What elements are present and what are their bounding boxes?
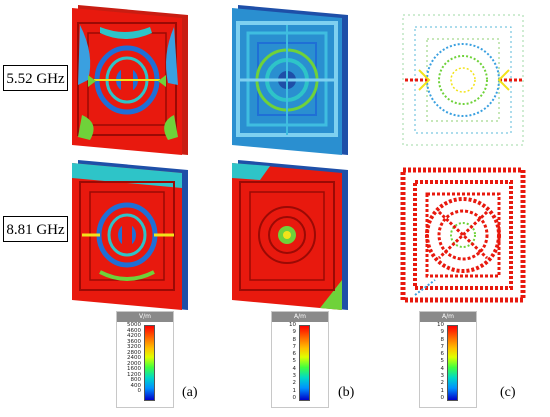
legend-tick: 8 [292,336,297,343]
legend-unit-a: V/m [117,312,173,322]
legend-tick: 0 [440,394,445,401]
legend-tick: 5 [292,358,297,365]
legend-tick: 5000 [127,322,141,328]
panel-a-row2 [70,160,200,310]
legend-tick: 1600 [127,366,141,372]
legend-tick: 7 [440,343,445,350]
legend-tick: 3 [440,373,445,380]
legend-tick: 2 [292,380,297,387]
legend-ticks-b: 10 9 8 7 6 5 4 3 2 1 0 [280,322,297,404]
surface-current-map-5-52 [232,5,348,155]
current-vector-map-8-81 [400,167,526,303]
legend-tick: 1 [440,387,445,394]
legend-tick: 3600 [127,338,141,345]
legend-tick: 9 [292,329,297,336]
legend-tick: 2400 [127,355,141,361]
legend-tick: 10 [289,322,296,328]
legend-tick: 4 [440,365,445,372]
legend-tick: 10 [437,322,444,328]
panel-c-row2 [395,160,535,310]
legend-tick: 8 [440,336,445,343]
color-legend-b: A/m 10 9 8 7 6 5 4 3 2 1 0 [271,311,329,408]
legend-tick: 2 [440,380,445,387]
legend-tick: 1 [292,387,297,394]
legend-tick: 6 [292,351,297,358]
legend-tick: 0 [292,394,297,401]
legend-tick: 400 [130,382,142,389]
legend-tick: 4200 [127,333,141,339]
legend-colorbar-c [447,325,458,401]
legend-tick: 4600 [127,327,141,334]
legend-tick: 4 [292,365,297,372]
legend-unit-c: A/m [420,312,476,322]
legend-ticks-c: 10 9 8 7 6 5 4 3 2 1 0 [428,322,445,404]
current-vector-map-5-52 [402,14,524,146]
legend-tick: 7 [292,343,297,350]
legend-colorbar-b [299,325,310,401]
e-field-map-8-81 [72,160,188,310]
panel-b-row1 [230,5,360,155]
frequency-label-row2: 8.81 GHz [3,216,68,242]
color-legend-a: V/m 5000 4600 4200 3600 3200 2800 2400 2… [116,311,174,408]
panel-b-row2 [230,160,360,310]
legend-tick: 3200 [127,344,141,350]
color-legend-c: A/m 10 9 8 7 6 5 4 3 2 1 0 [419,311,477,408]
frequency-label-row1: 5.52 GHz [3,65,68,91]
subfigure-label-a: (a) [182,385,198,400]
legend-tick: 6 [440,351,445,358]
panel-a-row1 [70,5,200,155]
legend-tick: 2000 [127,360,141,367]
panel-c-row1 [395,5,535,155]
legend-ticks-a: 5000 4600 4200 3600 3200 2800 2400 2000 … [119,322,142,404]
legend-colorbar-a [144,325,155,401]
legend-tick: 9 [440,329,445,336]
legend-tick: 2800 [127,349,141,356]
e-field-map-5-52 [72,5,188,155]
legend-tick: 0 [137,388,142,394]
legend-unit-b: A/m [272,312,328,322]
legend-tick: 5 [440,358,445,365]
legend-tick: 1200 [127,371,141,378]
subfigure-label-b: (b) [338,385,355,400]
legend-tick: 3 [292,373,297,380]
surface-current-map-8-81 [232,160,348,310]
subfigure-label-c: (c) [500,385,516,400]
legend-tick: 800 [130,377,142,383]
